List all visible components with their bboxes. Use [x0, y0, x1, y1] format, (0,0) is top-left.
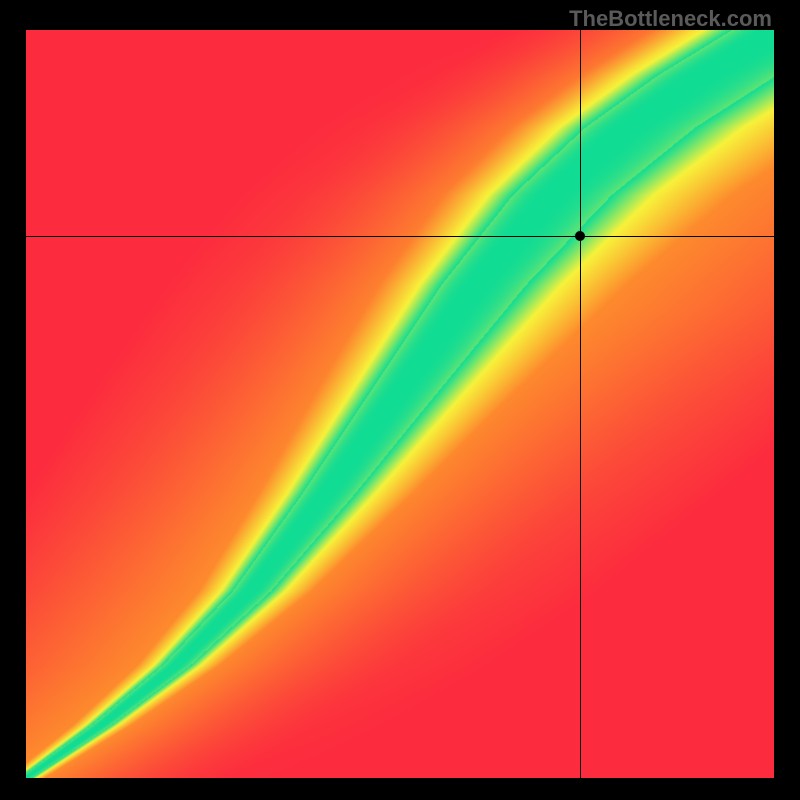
watermark-text: TheBottleneck.com [569, 6, 772, 32]
plot-area [26, 30, 774, 778]
crosshair-dot [575, 231, 585, 241]
heatmap-canvas [26, 30, 774, 778]
crosshair-horizontal [26, 236, 774, 237]
crosshair-vertical [580, 30, 581, 778]
chart-container: TheBottleneck.com [0, 0, 800, 800]
